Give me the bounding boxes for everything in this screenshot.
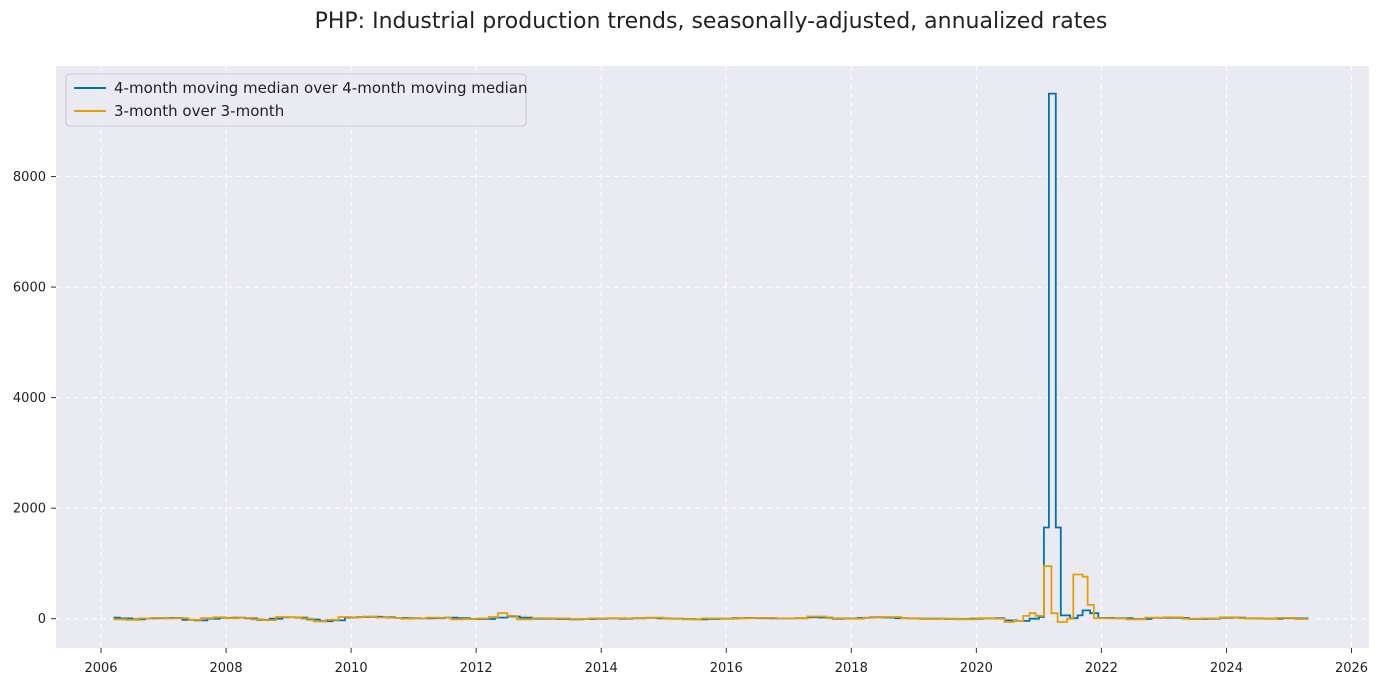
y-tick-label: 4000: [13, 391, 46, 406]
x-tick-label: 2010: [335, 661, 368, 676]
y-tick-label: 6000: [13, 281, 46, 296]
axis-ticks: 2006 2008 2010 2012 2014 2016 2018 2020 2022 2024…: [13, 170, 1368, 676]
x-tick-label: 2020: [960, 661, 993, 676]
plot-area: [56, 66, 1369, 648]
x-tick-label: 2026: [1335, 661, 1368, 676]
series-lines: [113, 92, 1309, 623]
x-tick-label: 2024: [1210, 661, 1243, 676]
y-tick-label: 8000: [13, 170, 46, 185]
legend-box: [65, 73, 527, 127]
x-tick-label: 2016: [710, 661, 743, 676]
x-tick-label: 2022: [1085, 661, 1118, 676]
x-tick-label: 2014: [585, 661, 618, 676]
y-tick-label: 2000: [13, 502, 46, 517]
legend-label-1: 4-month moving median over 4-month movin…: [114, 79, 528, 97]
series-line-2: [113, 565, 1309, 623]
x-tick-label: 2018: [835, 661, 868, 676]
chart-title: PHP: Industrial production trends, seaso…: [315, 9, 1108, 34]
x-tick-label: 2006: [84, 661, 117, 676]
legend: 4-month moving median over 4-month movin…: [65, 73, 528, 127]
legend-label-2: 3-month over 3-month: [114, 102, 284, 120]
x-tick-label: 2008: [210, 661, 243, 676]
y-tick-label: 0: [38, 612, 46, 627]
x-tick-label: 2012: [460, 661, 493, 676]
